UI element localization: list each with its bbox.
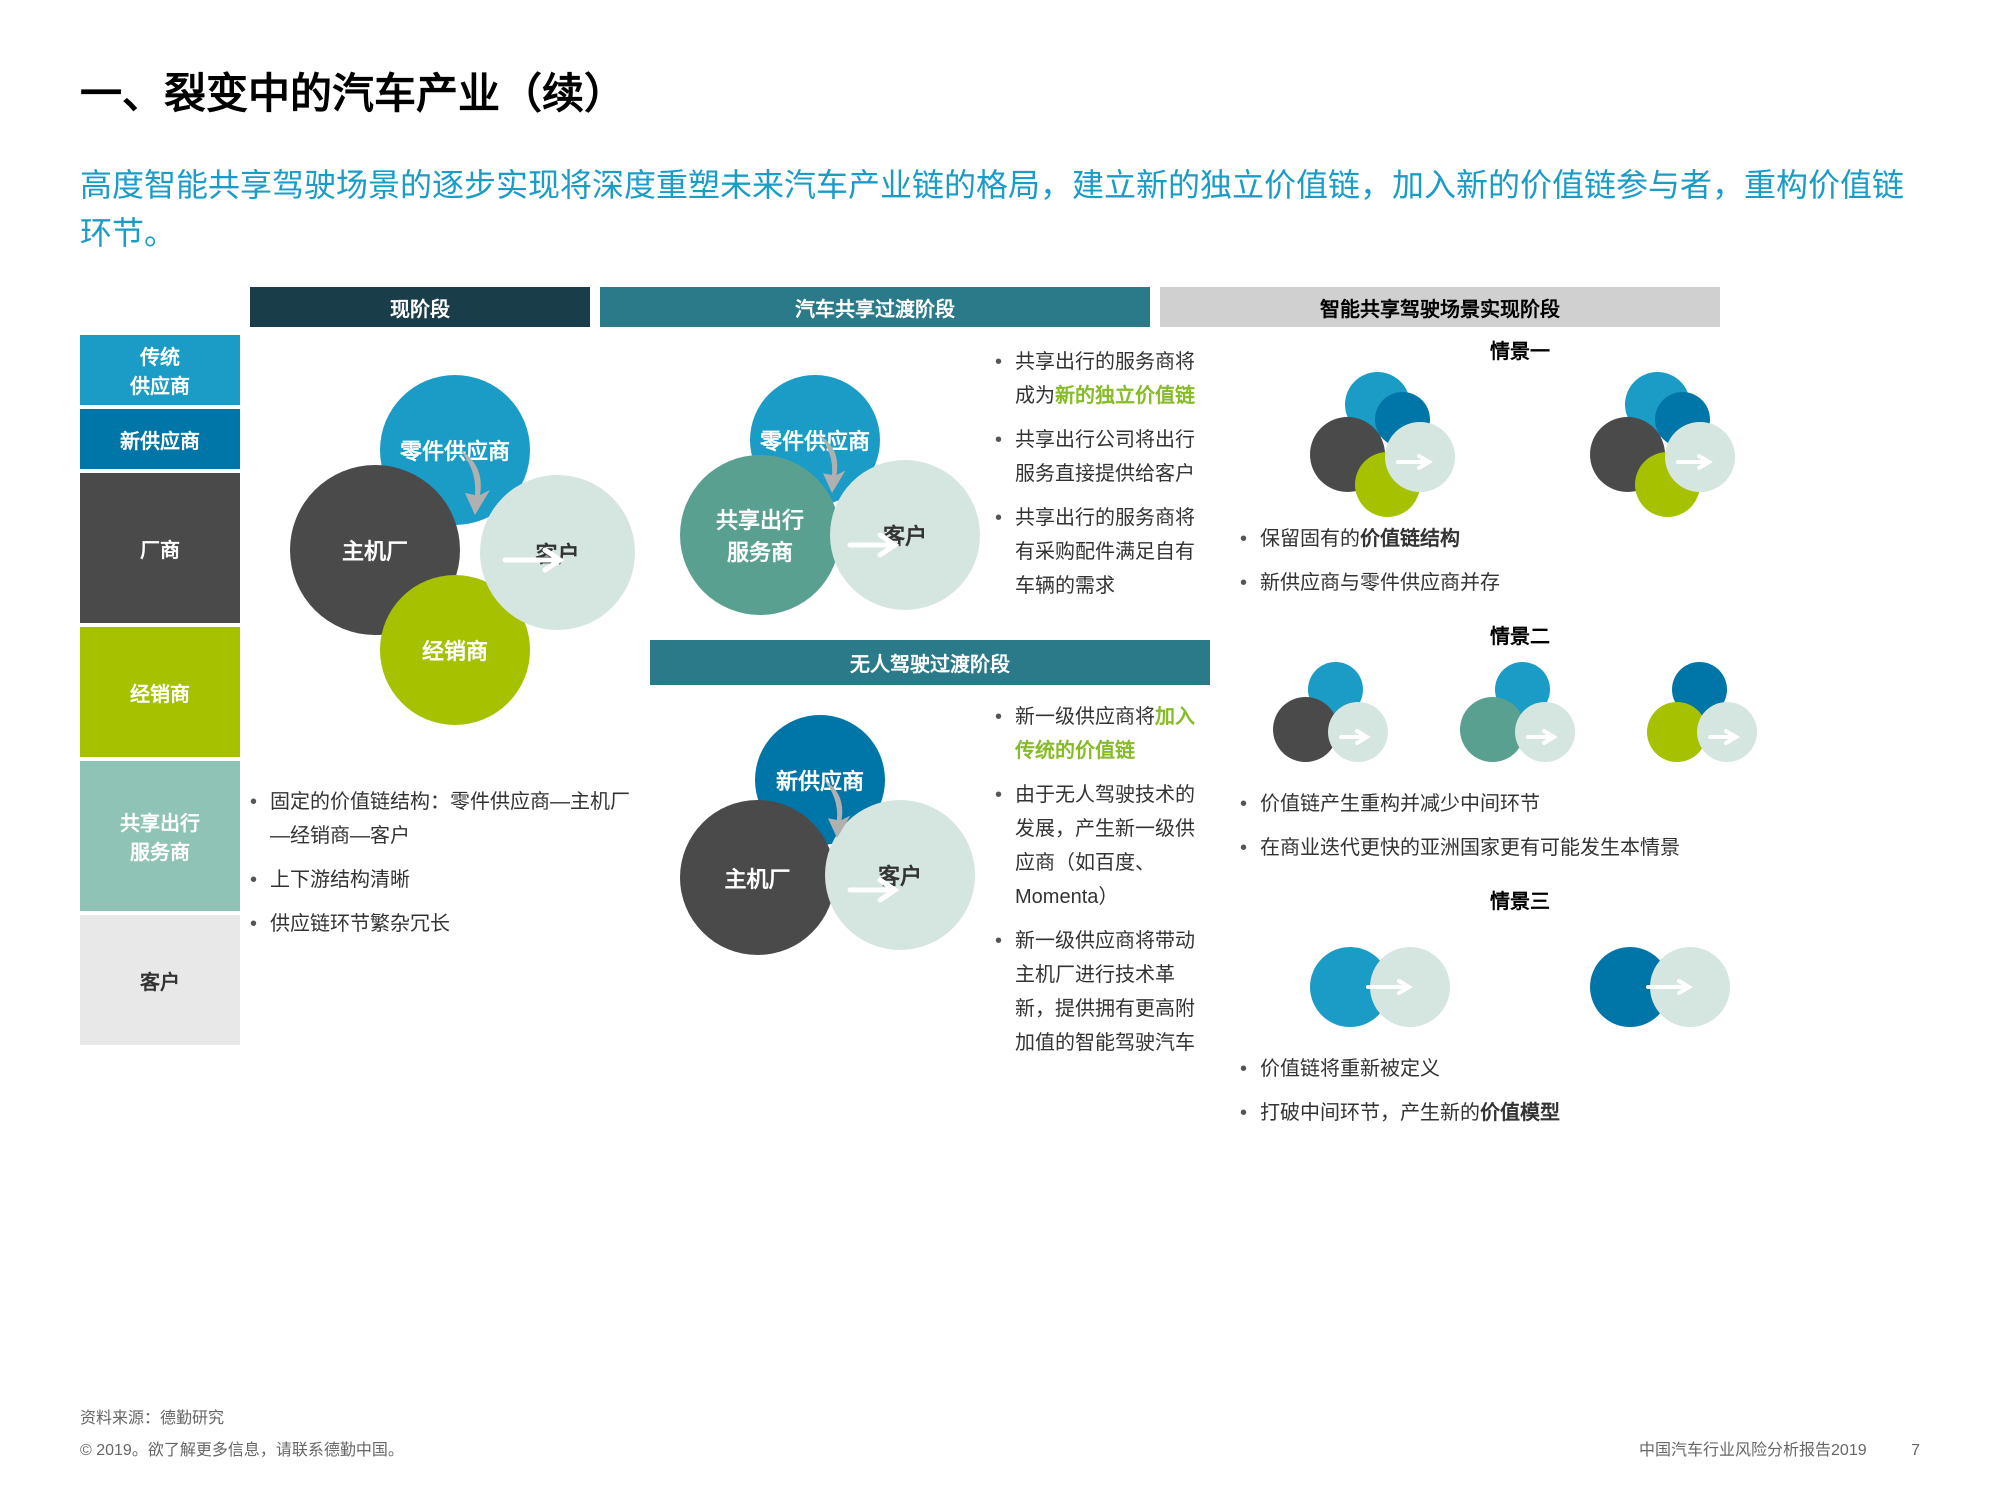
column-headers: 现阶段汽车共享过渡阶段智能共享驾驶场景实现阶段 [240, 287, 1920, 327]
column-header: 智能共享驾驶场景实现阶段 [1160, 287, 1720, 327]
sidebar: 传统 供应商新供应商厂商经销商共享出行 服务商客户 [80, 287, 240, 1049]
bullet-item: 价值链将重新被定义 [1240, 1052, 1800, 1086]
bullet-item: 固定的价值链结构：零件供应商—主机厂—经销商—客户 [250, 785, 640, 853]
autonomous-bullets: 新一级供应商将加入传统的价值链由于无人驾驶技术的发展，产生新一级供应商（如百度、… [995, 700, 1210, 1070]
page-title: 一、裂变中的汽车产业（续） [80, 60, 1920, 121]
col-current: 零件供应商主机厂经销商客户 固定的价值链结构：零件供应商—主机厂—经销商—客户上… [250, 345, 640, 1035]
page-subtitle: 高度智能共享驾驶场景的逐步实现将深度重塑未来汽车产业链的格局，建立新的独立价值链… [80, 161, 1920, 257]
sidebar-cell: 厂商 [80, 473, 240, 623]
mini-cluster [1570, 372, 1750, 512]
bullet-item: 价值链产生重构并减少中间环节 [1240, 787, 1800, 821]
footer-right: 中国汽车行业风险分析报告2019 7 [1639, 1436, 1920, 1460]
col-transition: 零件供应商共享出行 服务商客户 共享出行的服务商将成为新的独立价值链共享出行公司… [650, 345, 1210, 1070]
column-header: 现阶段 [250, 287, 590, 327]
bullet-item: 新一级供应商将加入传统的价值链 [995, 700, 1210, 768]
mini-cluster [1290, 922, 1470, 1042]
bullet-item: 由于无人驾驶技术的发展，产生新一级供应商（如百度、Momenta） [995, 778, 1210, 914]
scenario3-bullets: 价值链将重新被定义打破中间环节，产生新的价值模型 [1240, 1052, 1800, 1130]
bullet-item: 共享出行的服务商将成为新的独立价值链 [995, 345, 1210, 413]
sidebar-cell: 经销商 [80, 627, 240, 757]
bullet-item: 新供应商与零件供应商并存 [1240, 566, 1800, 600]
mini-cluster [1253, 657, 1413, 777]
col-scenarios: 情景一 保留固有的价值链结构新供应商与零件供应商并存 情景二 价值链产生重构并减… [1240, 335, 1800, 1140]
bullet-item: 新一级供应商将带动主机厂进行技术革新，提供拥有更高附加值的智能驾驶汽车 [995, 924, 1210, 1060]
mini-cluster [1627, 657, 1787, 777]
bullet-item: 共享出行的服务商将有采购配件满足自有车辆的需求 [995, 501, 1210, 603]
page-number: 7 [1911, 1442, 1920, 1459]
scenario3-title: 情景三 [1240, 885, 1800, 914]
bullet-item: 在商业迭代更快的亚洲国家更有可能发生本情景 [1240, 831, 1800, 865]
column-header: 汽车共享过渡阶段 [600, 287, 1150, 327]
scenario2-title: 情景二 [1240, 620, 1800, 649]
sidebar-cell: 客户 [80, 915, 240, 1045]
mini-cluster [1570, 922, 1750, 1042]
sidebar-cell: 共享出行 服务商 [80, 761, 240, 911]
main-diagram: 传统 供应商新供应商厂商经销商共享出行 服务商客户 现阶段汽车共享过渡阶段智能共… [80, 287, 1920, 1049]
bullet-item: 供应链环节繁杂冗长 [250, 907, 640, 941]
scenario1-title: 情景一 [1240, 335, 1800, 364]
content-area: 现阶段汽车共享过渡阶段智能共享驾驶场景实现阶段 零件供应商主机厂经销商客户 固定… [240, 287, 1920, 1049]
mini-cluster [1440, 657, 1600, 777]
shared-bullets: 共享出行的服务商将成为新的独立价值链共享出行公司将出行服务直接提供给客户共享出行… [995, 345, 1210, 625]
mini-cluster [1290, 372, 1470, 512]
bullet-item: 打破中间环节，产生新的价值模型 [1240, 1096, 1800, 1130]
bullet-item: 上下游结构清晰 [250, 863, 640, 897]
bullet-item: 保留固有的价值链结构 [1240, 522, 1800, 556]
scenario1-bullets: 保留固有的价值链结构新供应商与零件供应商并存 [1240, 522, 1800, 600]
sidebar-cell: 传统 供应商 [80, 335, 240, 405]
footer-source: 资料来源：德勤研究 [80, 1404, 1920, 1428]
current-bullets: 固定的价值链结构：零件供应商—主机厂—经销商—客户上下游结构清晰供应链环节繁杂冗… [250, 785, 640, 941]
scenario2-bullets: 价值链产生重构并减少中间环节在商业迭代更快的亚洲国家更有可能发生本情景 [1240, 787, 1800, 865]
sidebar-cell: 新供应商 [80, 409, 240, 469]
bullet-item: 共享出行公司将出行服务直接提供给客户 [995, 423, 1210, 491]
autonomous-header: 无人驾驶过渡阶段 [650, 640, 1210, 685]
